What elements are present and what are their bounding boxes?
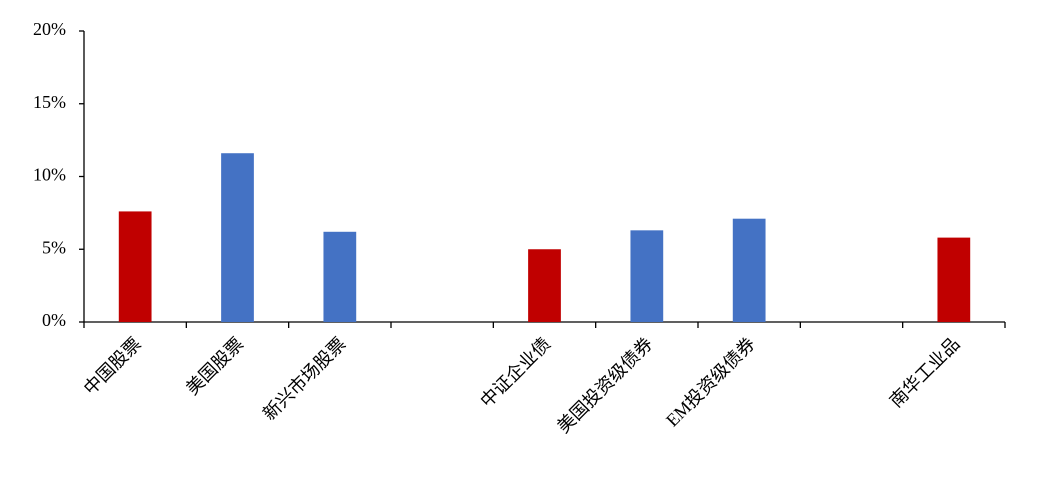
- bar: [528, 249, 561, 322]
- x-tick-label: 美国股票: [182, 334, 247, 399]
- bar: [630, 230, 664, 322]
- y-tick-label: 5%: [42, 237, 66, 257]
- bar: [221, 153, 254, 322]
- bar: [118, 211, 152, 322]
- x-tick-label: 新兴市场股票: [259, 334, 350, 425]
- y-tick-label: 20%: [33, 19, 66, 39]
- y-tick-label: 10%: [33, 165, 66, 185]
- bar: [323, 231, 357, 322]
- bar: [937, 237, 971, 322]
- y-tick-label: 15%: [33, 92, 66, 112]
- bar: [732, 218, 766, 322]
- x-tick-label: 中证企业债: [476, 334, 554, 412]
- x-tick-label: 中国股票: [80, 334, 145, 399]
- x-tick-label: 南华工业品: [886, 334, 964, 412]
- y-tick-label: 0%: [42, 310, 66, 330]
- x-tick-label: 美国投资级债券: [553, 334, 656, 437]
- x-tick-label: EM投资级债券: [662, 334, 759, 431]
